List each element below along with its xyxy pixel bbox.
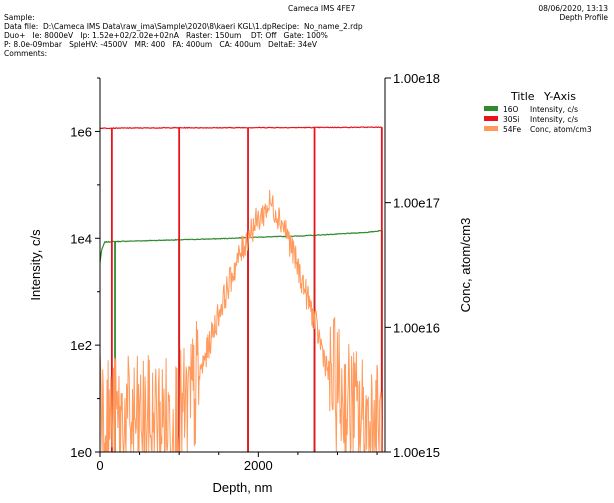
x-axis-label: Depth, nm (213, 480, 273, 495)
legend-swatch-16o (484, 106, 498, 111)
legend-title-name: Title (510, 90, 535, 103)
legend-title-axis: Y-Axis (543, 90, 576, 103)
legend-name-16o: 16O (503, 105, 519, 114)
series-layer (99, 126, 383, 454)
data-file-path: Data file: D:\Cameca IMS Data\raw_ima\Sa… (4, 22, 272, 31)
series-54fe-line (99, 189, 383, 454)
series-30si (99, 126, 383, 452)
x-tick-label: 2000 (244, 458, 273, 473)
comments-label: Comments: (4, 49, 48, 58)
y-left-tick-label: 1e0 (70, 445, 92, 460)
report-type: Depth Profile (559, 13, 608, 22)
report-info: 08/06/2020, 13:13 Depth Profile (538, 4, 608, 22)
source-settings: Duo+ Ie: 8000eV Ip: 1.52e+02/2.02e+02nA … (4, 31, 328, 40)
legend-axis-16o: Intensity, c/s (530, 105, 578, 114)
legend-swatch-54fe (484, 126, 498, 131)
y-left-tick-label: 1e2 (70, 338, 92, 353)
series-54fe (99, 189, 383, 454)
y-right-tick-label: 1.00e16 (393, 320, 440, 335)
series-30si-line (99, 126, 382, 130)
y-right-tick-label: 1.00e15 (393, 445, 440, 460)
report-date: 08/06/2020, 13:13 (538, 4, 608, 13)
axes-layer: 0 2000 1e0 1e2 1e4 1e6 1.00e15 1.00e16 1.00e17 1.… (28, 71, 473, 495)
x-tick-label: 0 (96, 458, 103, 473)
y-axis-right-label: Conc, atom/cm3 (458, 218, 473, 313)
y-left-tick-label: 1e6 (70, 124, 92, 139)
y-right-tick-label: 1.00e18 (393, 71, 440, 86)
y-left-tick-label: 1e4 (70, 231, 92, 246)
legend-axis-54fe: Conc, atom/cm3 (530, 125, 592, 134)
legend-swatch-30si (484, 116, 498, 121)
y-axis-left-label: Intensity, c/s (28, 229, 43, 301)
series-16o-line (99, 229, 383, 263)
legend-name-30si: 30Si (503, 115, 519, 124)
legend-axis-30si: Intensity, c/s (530, 115, 578, 124)
sample-label: Sample: (4, 13, 35, 22)
legend-name-54fe: 54Fe (503, 125, 521, 134)
legend: Title Y-Axis 16O Intensity, c/s 30Si Intens… (484, 90, 592, 134)
instrument-name: Cameca IMS 4FE7 (288, 4, 356, 13)
acquisition-info: Sample: Data file: D:\Cameca IMS Data\raw… (4, 4, 363, 58)
recipe-name: Recipe: No_name_2.rdp (271, 22, 363, 31)
y-right-tick-label: 1.00e17 (393, 196, 440, 211)
instrument-settings: P: 8.0e-09mbar SpleHV: -4500V MR: 400 FA… (4, 40, 318, 49)
